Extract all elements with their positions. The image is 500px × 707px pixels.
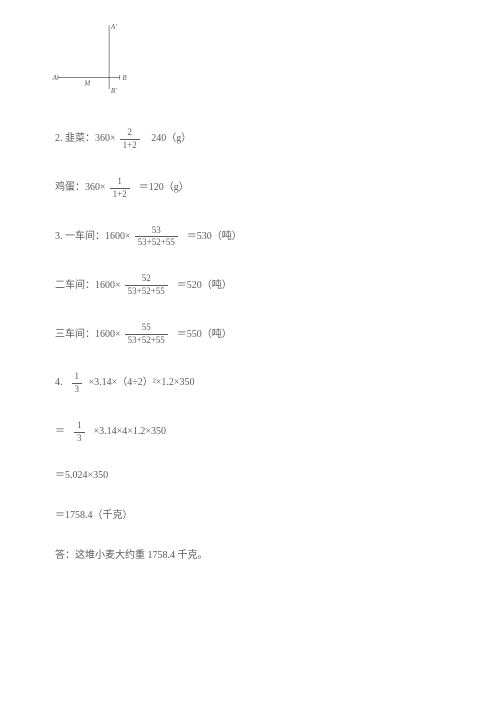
text-suffix: ×3.14×（4÷2）²×1.2×350: [86, 376, 195, 390]
text-suffix: ＝530（吨）: [182, 230, 242, 244]
page-content: A B A′ B′ M 2. 韭菜：360× 2 1+2 240（g） 鸡蛋：3…: [0, 0, 500, 609]
label-aprime: A′: [110, 23, 117, 31]
text-suffix: ＝520（吨）: [172, 279, 232, 293]
text-line: ＝5.024×350: [55, 469, 108, 483]
text-suffix: ×3.14×4×1.2×350: [89, 425, 167, 439]
label-b: B: [122, 74, 127, 82]
text-prefix: 2. 韭菜：360×: [55, 132, 116, 146]
text-prefix: 4.: [55, 376, 68, 390]
text-prefix: 鸡蛋：360×: [55, 181, 106, 195]
line-q3c: 三车间：1600× 55 53+52+55 ＝550（吨）: [55, 323, 445, 346]
text-prefix: 3. 一车间：1600×: [55, 230, 131, 244]
fraction: 53 53+52+55: [135, 226, 178, 249]
fraction: 1 3: [72, 372, 83, 395]
label-a: A: [52, 74, 58, 82]
text-suffix: ＝120（g）: [134, 181, 189, 195]
line-answer: 答：这堆小麦大约重 1758.4 千克。: [55, 549, 445, 563]
text-line: ＝1758.4（千克）: [55, 509, 133, 523]
text-prefix: 三车间：1600×: [55, 328, 121, 342]
text-suffix: ＝550（吨）: [172, 328, 232, 342]
label-bprime: B′: [111, 87, 117, 95]
fraction: 1 3: [74, 421, 85, 444]
text-suffix: 240（g）: [144, 132, 192, 146]
fraction: 52 53+52+55: [125, 274, 168, 297]
label-m: M: [83, 79, 91, 87]
fraction: 1 1+2: [110, 177, 130, 200]
line-q3a: 3. 一车间：1600× 53 53+52+55 ＝530（吨）: [55, 226, 445, 249]
line-q2b: 鸡蛋：360× 1 1+2 ＝120（g）: [55, 177, 445, 200]
fraction: 55 53+52+55: [125, 323, 168, 346]
geometry-diagram: A B A′ B′ M: [50, 20, 140, 95]
line-q4b: ＝ 1 3 ×3.14×4×1.2×350: [55, 421, 445, 444]
text-line: 答：这堆小麦大约重 1758.4 千克。: [55, 549, 208, 563]
line-q2a: 2. 韭菜：360× 2 1+2 240（g）: [55, 128, 445, 151]
line-q3b: 二车间：1600× 52 53+52+55 ＝520（吨）: [55, 274, 445, 297]
text-prefix: ＝: [55, 425, 70, 439]
fraction: 2 1+2: [120, 128, 140, 151]
line-q4d: ＝1758.4（千克）: [55, 509, 445, 523]
line-q4c: ＝5.024×350: [55, 469, 445, 483]
line-q4a: 4. 1 3 ×3.14×（4÷2）²×1.2×350: [55, 372, 445, 395]
text-prefix: 二车间：1600×: [55, 279, 121, 293]
